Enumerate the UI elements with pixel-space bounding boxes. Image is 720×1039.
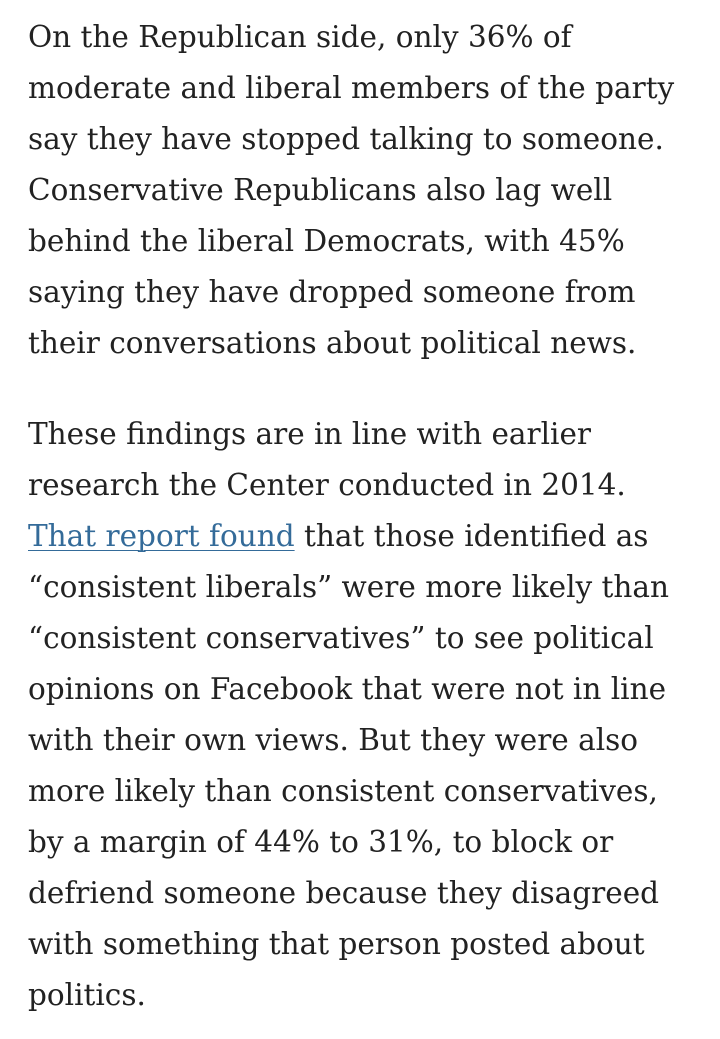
paragraph-text-after-link: that those identified as “consistent lib…	[28, 519, 669, 1012]
paragraph-text-before-link: These findings are in line with earlier …	[28, 417, 626, 502]
paragraph-earlier-research: These findings are in line with earlier …	[28, 409, 700, 1021]
paragraph-republican-side: On the Republican side, only 36% of mode…	[28, 20, 675, 360]
article-body: On the Republican side, only 36% of mode…	[28, 12, 700, 1021]
that-report-found-link[interactable]: That report found	[28, 519, 295, 553]
